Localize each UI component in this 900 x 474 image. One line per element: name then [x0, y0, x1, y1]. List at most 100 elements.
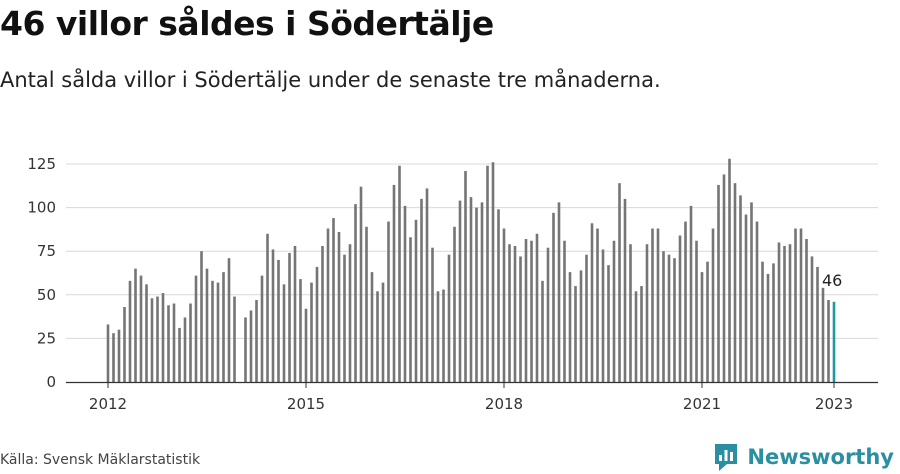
- bar: [299, 279, 302, 382]
- bar: [348, 244, 352, 382]
- bar: [684, 221, 687, 382]
- bar: [453, 226, 456, 382]
- bar: [145, 284, 148, 382]
- bar: [535, 233, 539, 382]
- bar: [579, 270, 583, 382]
- bar: [502, 228, 506, 382]
- bar: [376, 291, 379, 382]
- bar: [442, 289, 445, 382]
- bar: [332, 218, 335, 382]
- bars: [106, 158, 836, 382]
- y-axis-ticks: 0 25 50 75 100 125: [27, 155, 56, 391]
- bar: [662, 251, 665, 382]
- bar: [222, 272, 225, 382]
- bar: [260, 275, 264, 382]
- bar: [315, 266, 319, 382]
- bar: [695, 240, 698, 382]
- bar: [744, 214, 748, 382]
- bar: [205, 268, 209, 382]
- bar: [546, 247, 550, 382]
- y-tick-label: 125: [27, 155, 56, 173]
- bar: [574, 286, 577, 382]
- bar: [112, 333, 115, 382]
- bar: [772, 263, 775, 382]
- bar: [123, 307, 126, 382]
- x-axis: 2012 2015 2018 2021 2023: [66, 381, 878, 413]
- bar: [706, 261, 709, 382]
- bar: [227, 258, 231, 382]
- bar: [491, 162, 495, 382]
- y-tick-label: 75: [37, 242, 56, 260]
- bar: [563, 240, 566, 382]
- bar: [156, 296, 159, 382]
- bar: [667, 254, 671, 382]
- bar: [513, 245, 517, 382]
- bar: [480, 202, 484, 382]
- bar: [640, 286, 643, 382]
- bar: [200, 251, 203, 382]
- bar: [293, 245, 297, 382]
- bar: [403, 205, 407, 382]
- bar: [607, 265, 610, 382]
- bar: [755, 221, 759, 382]
- bar: [310, 282, 313, 382]
- bar: [618, 183, 621, 382]
- bar: [106, 324, 110, 382]
- bar: [783, 245, 786, 382]
- bar: [805, 238, 808, 382]
- bar: [524, 238, 528, 382]
- bar: [387, 221, 390, 382]
- source-note: Källa: Svensk Mäklarstatistik: [0, 452, 201, 468]
- bar: [337, 232, 341, 382]
- bar: [645, 244, 649, 382]
- bar: [700, 272, 704, 382]
- bar: [161, 293, 165, 382]
- bar: [821, 287, 825, 382]
- bar: [409, 237, 412, 382]
- bar: [733, 183, 737, 382]
- bar: [128, 280, 132, 382]
- bar: [552, 212, 555, 382]
- y-tick-label: 0: [46, 373, 56, 391]
- bar: [601, 249, 605, 382]
- bar: [519, 256, 522, 382]
- bar: [585, 254, 588, 382]
- bar: [326, 228, 330, 382]
- bar: [370, 272, 374, 382]
- bar: [414, 219, 418, 382]
- bar: [139, 275, 143, 382]
- bar: [596, 228, 599, 382]
- bar: [436, 291, 440, 382]
- bar: [458, 200, 462, 382]
- bar: [629, 244, 632, 382]
- bar: [788, 244, 792, 382]
- bar: [711, 228, 715, 382]
- bar: [656, 228, 660, 382]
- bar: [717, 184, 720, 382]
- bar: [172, 303, 176, 382]
- bar: [678, 235, 682, 382]
- bar: [673, 258, 676, 382]
- x-tick-label: 2018: [485, 395, 523, 413]
- bar: [266, 233, 269, 382]
- bar: [244, 317, 247, 382]
- bar: [167, 305, 170, 382]
- y-tick-label: 25: [37, 329, 56, 347]
- bar: [541, 280, 544, 382]
- bar: [277, 259, 280, 382]
- bar: [623, 198, 627, 382]
- bar: [612, 240, 616, 382]
- bar: [739, 195, 742, 382]
- bar: [343, 254, 346, 382]
- bar: [568, 272, 572, 382]
- bar: [530, 240, 533, 382]
- bar: [634, 291, 638, 382]
- bar: [761, 261, 764, 382]
- bar: [359, 186, 363, 382]
- y-tick-label: 50: [37, 286, 56, 304]
- x-tick-label: 2012: [89, 395, 127, 413]
- bar: [304, 308, 308, 382]
- y-tick-label: 100: [27, 199, 56, 217]
- bar: [134, 268, 137, 382]
- chart-title: 46 villor såldes i Södertälje: [0, 4, 494, 43]
